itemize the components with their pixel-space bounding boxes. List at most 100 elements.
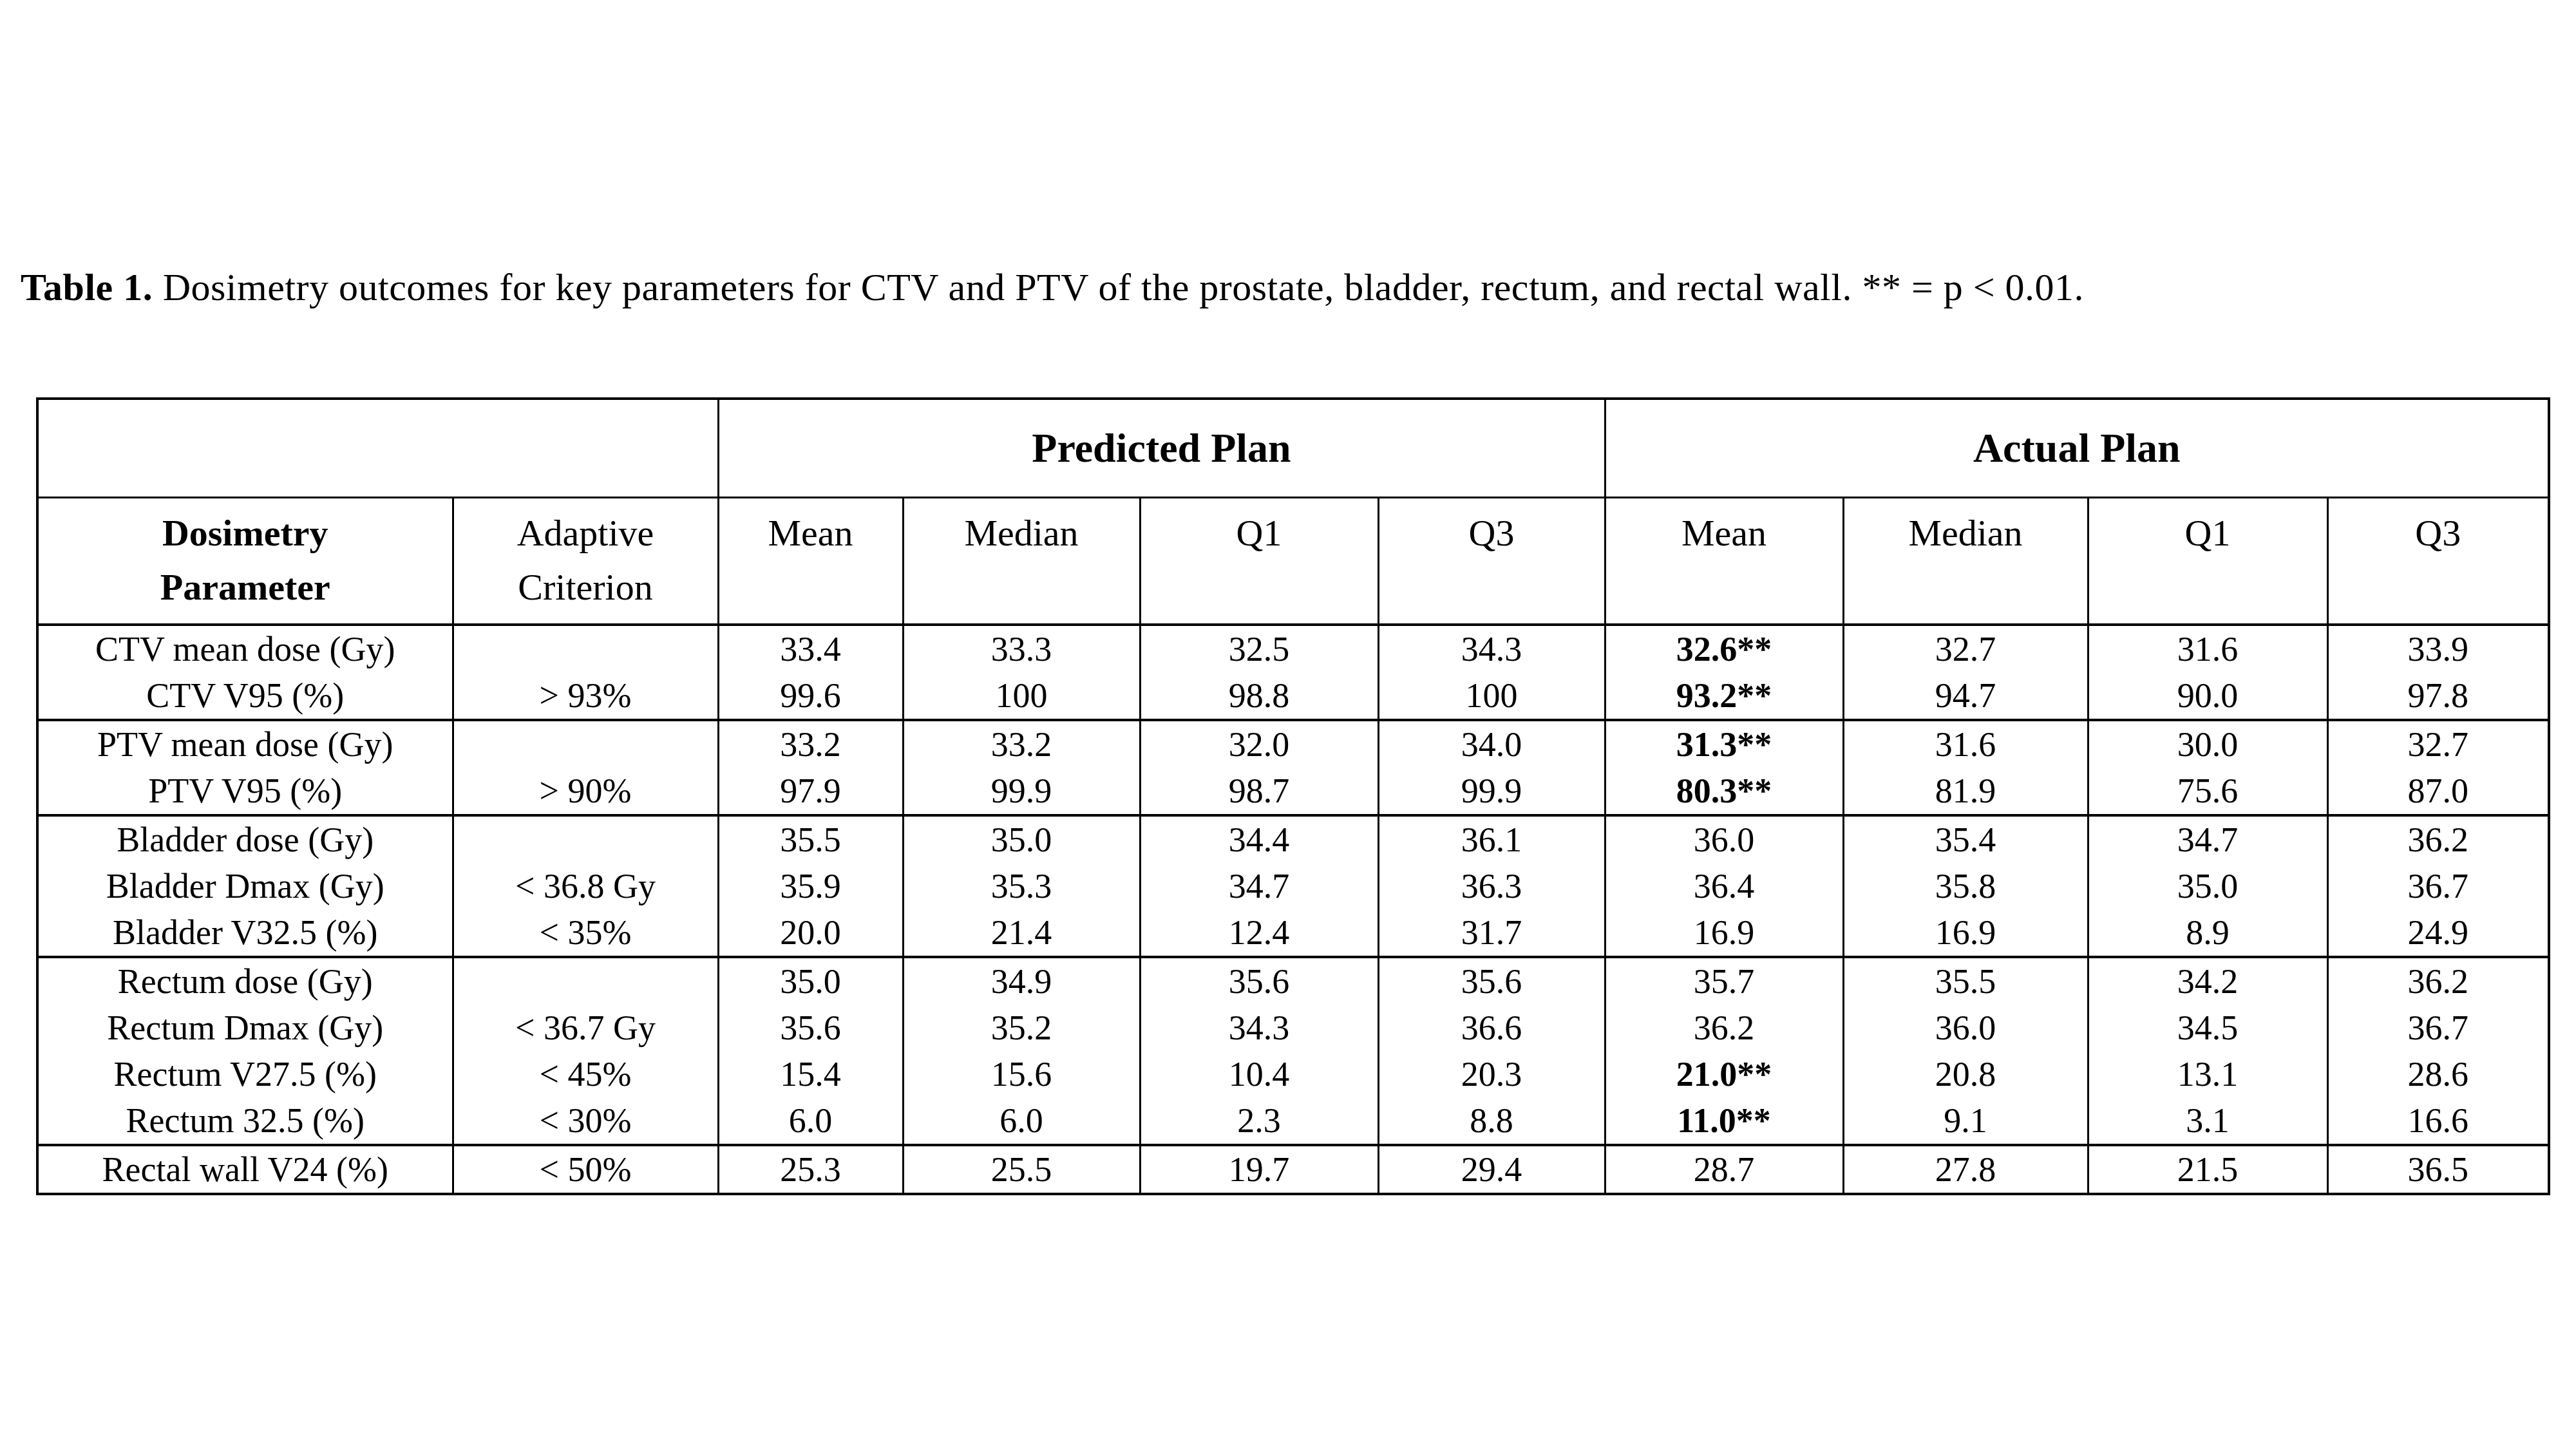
predicted-mean-cell: 33.4 bbox=[718, 625, 903, 672]
predicted-median-cell: 35.0 bbox=[903, 815, 1140, 863]
predicted-q1-cell: 35.6 bbox=[1140, 957, 1378, 1005]
parameter-cell: Rectum Dmax (Gy) bbox=[37, 1005, 453, 1051]
actual-q3-cell: 97.8 bbox=[2327, 672, 2549, 720]
actual-q1-cell: 3.1 bbox=[2088, 1097, 2327, 1145]
predicted-q3-cell: 20.3 bbox=[1378, 1051, 1605, 1097]
caption-label: Table 1. bbox=[21, 266, 153, 308]
actual-median-cell: 31.6 bbox=[1843, 720, 2088, 768]
predicted-median-cell: 6.0 bbox=[903, 1097, 1140, 1145]
criterion-cell: < 35% bbox=[453, 909, 718, 957]
predicted-q3-cell: 29.4 bbox=[1378, 1145, 1605, 1194]
criterion-cell bbox=[453, 815, 718, 863]
predicted-mean-header: Mean bbox=[718, 498, 903, 625]
column-header-row: Dosimetry Parameter Adaptive Criterion M… bbox=[37, 498, 2549, 625]
actual-q3-cell: 24.9 bbox=[2327, 909, 2549, 957]
predicted-q1-cell: 34.4 bbox=[1140, 815, 1378, 863]
predicted-median-cell: 15.6 bbox=[903, 1051, 1140, 1097]
table-row: Bladder dose (Gy)35.535.034.436.136.035.… bbox=[37, 815, 2549, 863]
table-body: CTV mean dose (Gy)33.433.332.534.332.6**… bbox=[37, 625, 2549, 1194]
criterion-cell: > 93% bbox=[453, 672, 718, 720]
actual-q3-cell: 28.6 bbox=[2327, 1051, 2549, 1097]
criterion-cell bbox=[453, 625, 718, 672]
actual-median-cell: 27.8 bbox=[1843, 1145, 2088, 1194]
predicted-q3-cell: 100 bbox=[1378, 672, 1605, 720]
predicted-median-cell: 33.2 bbox=[903, 720, 1140, 768]
predicted-q1-cell: 34.7 bbox=[1140, 863, 1378, 909]
actual-plan-header: Actual Plan bbox=[1605, 399, 2549, 498]
actual-median-cell: 35.4 bbox=[1843, 815, 2088, 863]
criterion-cell: > 90% bbox=[453, 768, 718, 815]
parameter-column-header: Dosimetry Parameter bbox=[37, 498, 453, 625]
actual-q1-cell: 34.7 bbox=[2088, 815, 2327, 863]
actual-q3-header: Q3 bbox=[2327, 498, 2549, 625]
actual-q1-cell: 13.1 bbox=[2088, 1051, 2327, 1097]
actual-mean-cell: 21.0** bbox=[1605, 1051, 1843, 1097]
actual-mean-cell: 11.0** bbox=[1605, 1097, 1843, 1145]
actual-median-cell: 81.9 bbox=[1843, 768, 2088, 815]
actual-q1-cell: 90.0 bbox=[2088, 672, 2327, 720]
actual-q1-cell: 35.0 bbox=[2088, 863, 2327, 909]
parameter-cell: Bladder V32.5 (%) bbox=[37, 909, 453, 957]
caption-text: Dosimetry outcomes for key parameters fo… bbox=[153, 266, 2084, 308]
predicted-q1-cell: 98.8 bbox=[1140, 672, 1378, 720]
actual-median-cell: 35.8 bbox=[1843, 863, 2088, 909]
criterion-cell bbox=[453, 720, 718, 768]
criterion-cell: < 45% bbox=[453, 1051, 718, 1097]
criterion-cell: < 30% bbox=[453, 1097, 718, 1145]
predicted-mean-cell: 99.6 bbox=[718, 672, 903, 720]
actual-q3-cell: 32.7 bbox=[2327, 720, 2549, 768]
corner-cell bbox=[37, 399, 718, 498]
plan-header-row: Predicted Plan Actual Plan bbox=[37, 399, 2549, 498]
actual-mean-cell: 80.3** bbox=[1605, 768, 1843, 815]
table-row: CTV V95 (%)> 93%99.610098.810093.2**94.7… bbox=[37, 672, 2549, 720]
criterion-cell bbox=[453, 957, 718, 1005]
predicted-mean-cell: 20.0 bbox=[718, 909, 903, 957]
predicted-median-cell: 99.9 bbox=[903, 768, 1140, 815]
actual-median-cell: 36.0 bbox=[1843, 1005, 2088, 1051]
table-row: PTV V95 (%)> 90%97.999.998.799.980.3**81… bbox=[37, 768, 2549, 815]
predicted-q1-cell: 2.3 bbox=[1140, 1097, 1378, 1145]
actual-mean-cell: 36.0 bbox=[1605, 815, 1843, 863]
predicted-q1-cell: 12.4 bbox=[1140, 909, 1378, 957]
parameter-cell: CTV V95 (%) bbox=[37, 672, 453, 720]
actual-mean-cell: 36.4 bbox=[1605, 863, 1843, 909]
predicted-q3-cell: 35.6 bbox=[1378, 957, 1605, 1005]
actual-q1-cell: 34.2 bbox=[2088, 957, 2327, 1005]
parameter-cell: PTV V95 (%) bbox=[37, 768, 453, 815]
predicted-median-cell: 33.3 bbox=[903, 625, 1140, 672]
predicted-q3-header: Q3 bbox=[1378, 498, 1605, 625]
parameter-cell: CTV mean dose (Gy) bbox=[37, 625, 453, 672]
table-row: Bladder Dmax (Gy)< 36.8 Gy35.935.334.736… bbox=[37, 863, 2549, 909]
predicted-q1-cell: 32.0 bbox=[1140, 720, 1378, 768]
predicted-q1-cell: 98.7 bbox=[1140, 768, 1378, 815]
predicted-mean-cell: 33.2 bbox=[718, 720, 903, 768]
actual-q3-cell: 36.2 bbox=[2327, 957, 2549, 1005]
actual-q3-cell: 36.7 bbox=[2327, 1005, 2549, 1051]
predicted-q3-cell: 36.1 bbox=[1378, 815, 1605, 863]
parameter-cell: Rectum 32.5 (%) bbox=[37, 1097, 453, 1145]
table-row: PTV mean dose (Gy)33.233.232.034.031.3**… bbox=[37, 720, 2549, 768]
criterion-cell: < 36.8 Gy bbox=[453, 863, 718, 909]
predicted-mean-cell: 35.6 bbox=[718, 1005, 903, 1051]
actual-q3-cell: 36.2 bbox=[2327, 815, 2549, 863]
actual-mean-header: Mean bbox=[1605, 498, 1843, 625]
actual-mean-cell: 93.2** bbox=[1605, 672, 1843, 720]
predicted-q1-cell: 34.3 bbox=[1140, 1005, 1378, 1051]
parameter-cell: Rectum dose (Gy) bbox=[37, 957, 453, 1005]
actual-mean-cell: 36.2 bbox=[1605, 1005, 1843, 1051]
predicted-q1-cell: 10.4 bbox=[1140, 1051, 1378, 1097]
predicted-q3-cell: 34.0 bbox=[1378, 720, 1605, 768]
actual-q1-header: Q1 bbox=[2088, 498, 2327, 625]
parameter-cell: Bladder Dmax (Gy) bbox=[37, 863, 453, 909]
predicted-q3-cell: 34.3 bbox=[1378, 625, 1605, 672]
actual-mean-cell: 35.7 bbox=[1605, 957, 1843, 1005]
actual-median-cell: 20.8 bbox=[1843, 1051, 2088, 1097]
predicted-q3-cell: 36.6 bbox=[1378, 1005, 1605, 1051]
actual-q3-cell: 36.7 bbox=[2327, 863, 2549, 909]
actual-median-cell: 32.7 bbox=[1843, 625, 2088, 672]
dosimetry-table: Predicted Plan Actual Plan Dosimetry Par… bbox=[36, 397, 2550, 1195]
table-row: Bladder V32.5 (%)< 35%20.021.412.431.716… bbox=[37, 909, 2549, 957]
table-row: Rectum V27.5 (%)< 45%15.415.610.420.321.… bbox=[37, 1051, 2549, 1097]
predicted-median-cell: 21.4 bbox=[903, 909, 1140, 957]
predicted-mean-cell: 15.4 bbox=[718, 1051, 903, 1097]
